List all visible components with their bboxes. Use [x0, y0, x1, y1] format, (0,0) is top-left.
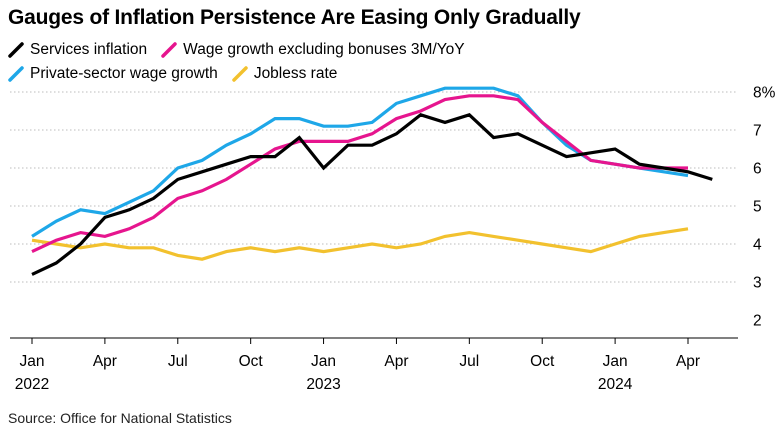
y-tick-label-6: 6	[753, 161, 762, 178]
legend-swatch-services-inflation	[8, 42, 24, 58]
legend-row-1: Services inflation Wage growth excluding…	[8, 38, 479, 62]
legend-label-private-sector-wage-growth: Private-sector wage growth	[30, 65, 218, 82]
x-tick-label-jul-2: Jul	[168, 353, 188, 370]
legend: Services inflation Wage growth excluding…	[8, 38, 479, 86]
series-line-wage-growth-excluding-bonuses-3m-yoy	[31, 94, 688, 254]
x-axis	[10, 337, 738, 344]
legend-swatch-wage-growth	[161, 42, 177, 58]
x-tick-label-oct-3: Oct	[239, 353, 264, 370]
y-tick-label-3: 3	[753, 275, 762, 292]
legend-label-jobless-rate: Jobless rate	[253, 65, 338, 82]
x-tick-label-jul-6: Jul	[459, 353, 479, 370]
y-tick-label-7: 7	[753, 123, 762, 140]
series-lines	[31, 86, 713, 276]
legend-row-2: Private-sector wage growth Jobless rate	[8, 62, 479, 86]
x-tick-label-jan-4: Jan	[311, 353, 336, 370]
y-tick-label-5: 5	[753, 199, 762, 216]
x-tick-label-oct-7: Oct	[530, 353, 555, 370]
chart-title: Gauges of Inflation Persistence Are Easi…	[8, 6, 581, 29]
series-line-jobless-rate	[31, 227, 689, 261]
legend-item-private-sector-wage-growth: Private-sector wage growth	[8, 62, 218, 86]
legend-swatch-private-sector-wage-growth	[8, 66, 24, 82]
legend-item-jobless-rate: Jobless rate	[232, 62, 338, 86]
series-line-private-sector-wage-growth	[31, 86, 689, 238]
x-tick-label-apr-1: Apr	[93, 353, 117, 370]
y-tick-label-8: 8%	[753, 85, 776, 102]
legend-item-services-inflation: Services inflation	[8, 38, 147, 62]
source-note: Source: Office for National Statistics	[8, 410, 232, 426]
legend-label-services-inflation: Services inflation	[30, 41, 148, 58]
legend-label-wage-growth: Wage growth excluding bonuses 3M/YoY	[183, 41, 465, 58]
x-year-label-2022: 2022	[15, 376, 49, 393]
y-axis-labels: 2 3 4 5 6 7 8%	[753, 85, 776, 330]
legend-swatch-jobless-rate	[232, 66, 248, 82]
x-tick-label-apr-9: Apr	[676, 353, 700, 370]
series-line-services-inflation	[31, 112, 713, 276]
legend-item-wage-growth: Wage growth excluding bonuses 3M/YoY	[161, 38, 465, 62]
x-tick-label-jan-8: Jan	[603, 353, 628, 370]
x-tick-label-jan-0: Jan	[20, 353, 45, 370]
x-year-label-2023: 2023	[306, 376, 340, 393]
x-tick-label-apr-5: Apr	[384, 353, 408, 370]
y-tick-label-4: 4	[753, 237, 762, 254]
y-tick-label-2: 2	[753, 313, 762, 330]
x-axis-labels: Jan 2022 Apr Jul Oct Jan 2023 Apr Jul Oct Jan 2024 A…	[15, 353, 700, 393]
x-year-label-2024: 2024	[598, 376, 633, 393]
